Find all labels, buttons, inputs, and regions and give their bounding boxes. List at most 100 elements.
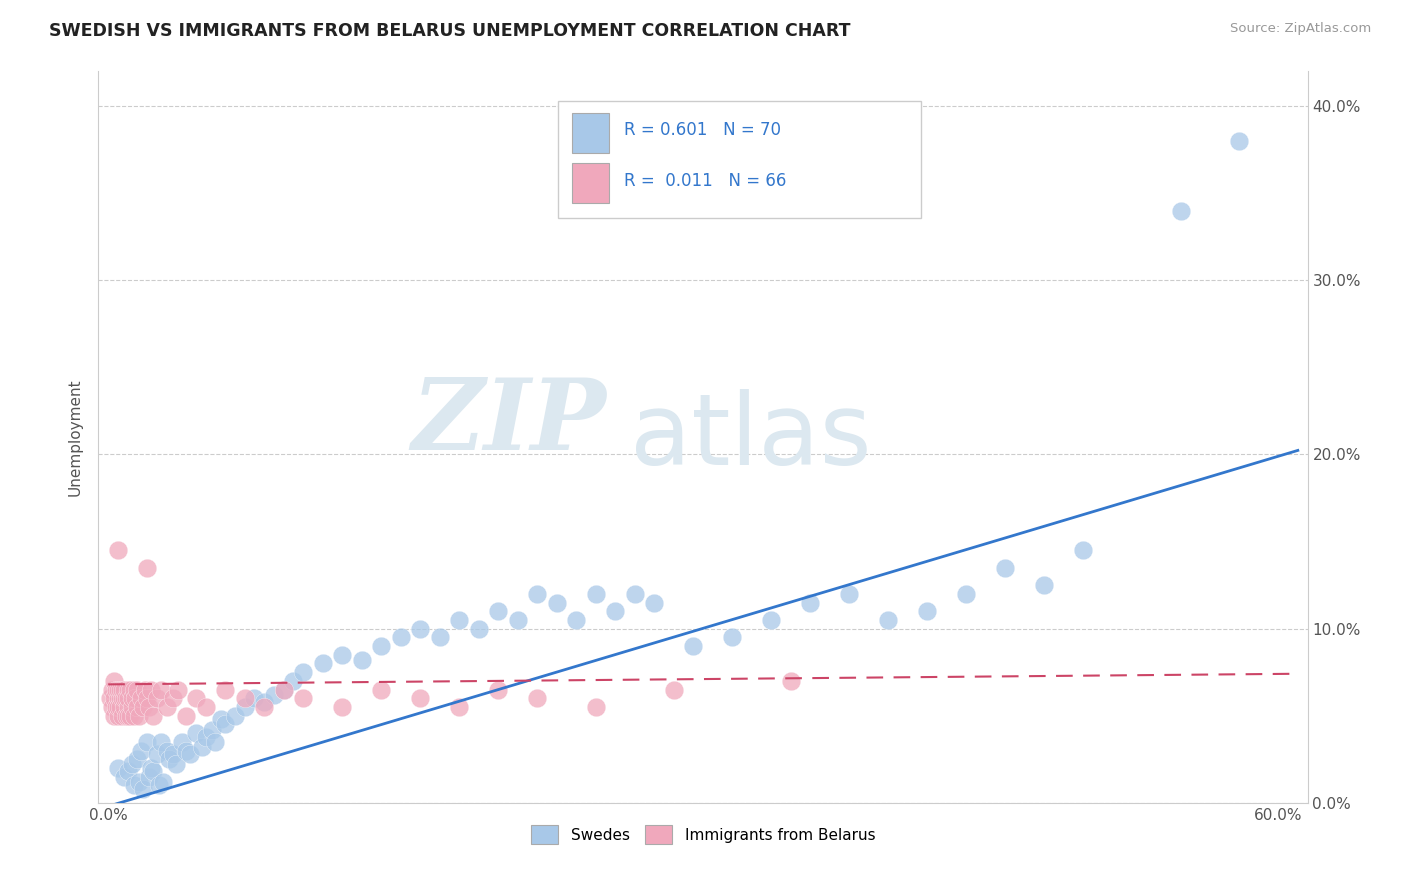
Point — [779, 673, 801, 688]
Point — [98, 691, 121, 706]
Point — [138, 700, 160, 714]
Point — [104, 682, 127, 697]
Point — [107, 682, 129, 697]
Point — [799, 595, 821, 609]
Point — [409, 622, 432, 636]
Point — [467, 622, 489, 636]
Point — [139, 682, 162, 697]
Point — [253, 695, 276, 709]
Point — [117, 700, 139, 714]
Bar — [572, 113, 609, 153]
Y-axis label: Unemployment: Unemployment — [67, 378, 83, 496]
Point — [139, 761, 162, 775]
Point — [112, 700, 135, 714]
Point — [114, 691, 136, 706]
Point — [1227, 134, 1250, 148]
Point — [224, 708, 246, 723]
Point — [761, 613, 783, 627]
Point — [184, 691, 207, 706]
Point — [209, 712, 232, 726]
Point — [200, 723, 222, 737]
Point — [124, 691, 146, 706]
Point — [122, 708, 145, 723]
Point — [103, 708, 125, 723]
Point — [117, 682, 139, 697]
Point — [1033, 578, 1056, 592]
Point — [389, 631, 412, 645]
Point — [194, 730, 217, 744]
Point — [273, 682, 295, 697]
Point — [449, 613, 471, 627]
Point — [194, 700, 217, 714]
Point — [142, 708, 165, 723]
Point — [172, 735, 194, 749]
Point — [370, 682, 392, 697]
Point — [526, 691, 548, 706]
Point — [565, 613, 588, 627]
Point — [174, 743, 197, 757]
Point — [131, 691, 153, 706]
Point — [104, 700, 127, 714]
Point — [117, 691, 139, 706]
Point — [449, 700, 471, 714]
Point — [429, 631, 451, 645]
Point — [253, 700, 276, 714]
Point — [128, 775, 150, 789]
Point — [273, 682, 295, 697]
Point — [167, 682, 190, 697]
Point — [350, 653, 373, 667]
Point — [330, 700, 353, 714]
Point — [409, 691, 432, 706]
Point — [204, 735, 226, 749]
Point — [149, 682, 172, 697]
Point — [111, 691, 134, 706]
Point — [330, 648, 353, 662]
Point — [108, 691, 131, 706]
Point — [605, 604, 627, 618]
Text: SWEDISH VS IMMIGRANTS FROM BELARUS UNEMPLOYMENT CORRELATION CHART: SWEDISH VS IMMIGRANTS FROM BELARUS UNEMP… — [49, 22, 851, 40]
Point — [643, 595, 665, 609]
Text: R =  0.011   N = 66: R = 0.011 N = 66 — [624, 172, 787, 190]
Point — [108, 700, 131, 714]
Point — [165, 757, 187, 772]
Point — [136, 560, 159, 574]
Point — [955, 587, 977, 601]
Point — [838, 587, 860, 601]
Point — [136, 735, 159, 749]
Point — [127, 682, 149, 697]
Point — [662, 682, 685, 697]
Point — [128, 708, 150, 723]
Point — [121, 757, 143, 772]
FancyBboxPatch shape — [558, 101, 921, 218]
Point — [118, 682, 141, 697]
Point — [117, 708, 139, 723]
Point — [112, 770, 135, 784]
Point — [111, 682, 134, 697]
Point — [142, 764, 165, 779]
Point — [107, 691, 129, 706]
Point — [156, 743, 179, 757]
Point — [156, 700, 179, 714]
Point — [292, 665, 315, 680]
Text: atlas: atlas — [630, 389, 872, 485]
Point — [132, 781, 155, 796]
Point — [127, 700, 149, 714]
Point — [623, 587, 645, 601]
Point — [721, 631, 744, 645]
Point — [214, 717, 236, 731]
Point — [191, 740, 214, 755]
Point — [157, 752, 180, 766]
Point — [243, 691, 266, 706]
Point — [148, 778, 170, 792]
Text: Source: ZipAtlas.com: Source: ZipAtlas.com — [1230, 22, 1371, 36]
Point — [122, 778, 145, 792]
Point — [184, 726, 207, 740]
Point — [111, 708, 134, 723]
Bar — [572, 162, 609, 203]
Point — [107, 700, 129, 714]
Point — [146, 747, 169, 761]
Point — [682, 639, 704, 653]
Point — [585, 700, 607, 714]
Point — [138, 770, 160, 784]
Point — [162, 747, 184, 761]
